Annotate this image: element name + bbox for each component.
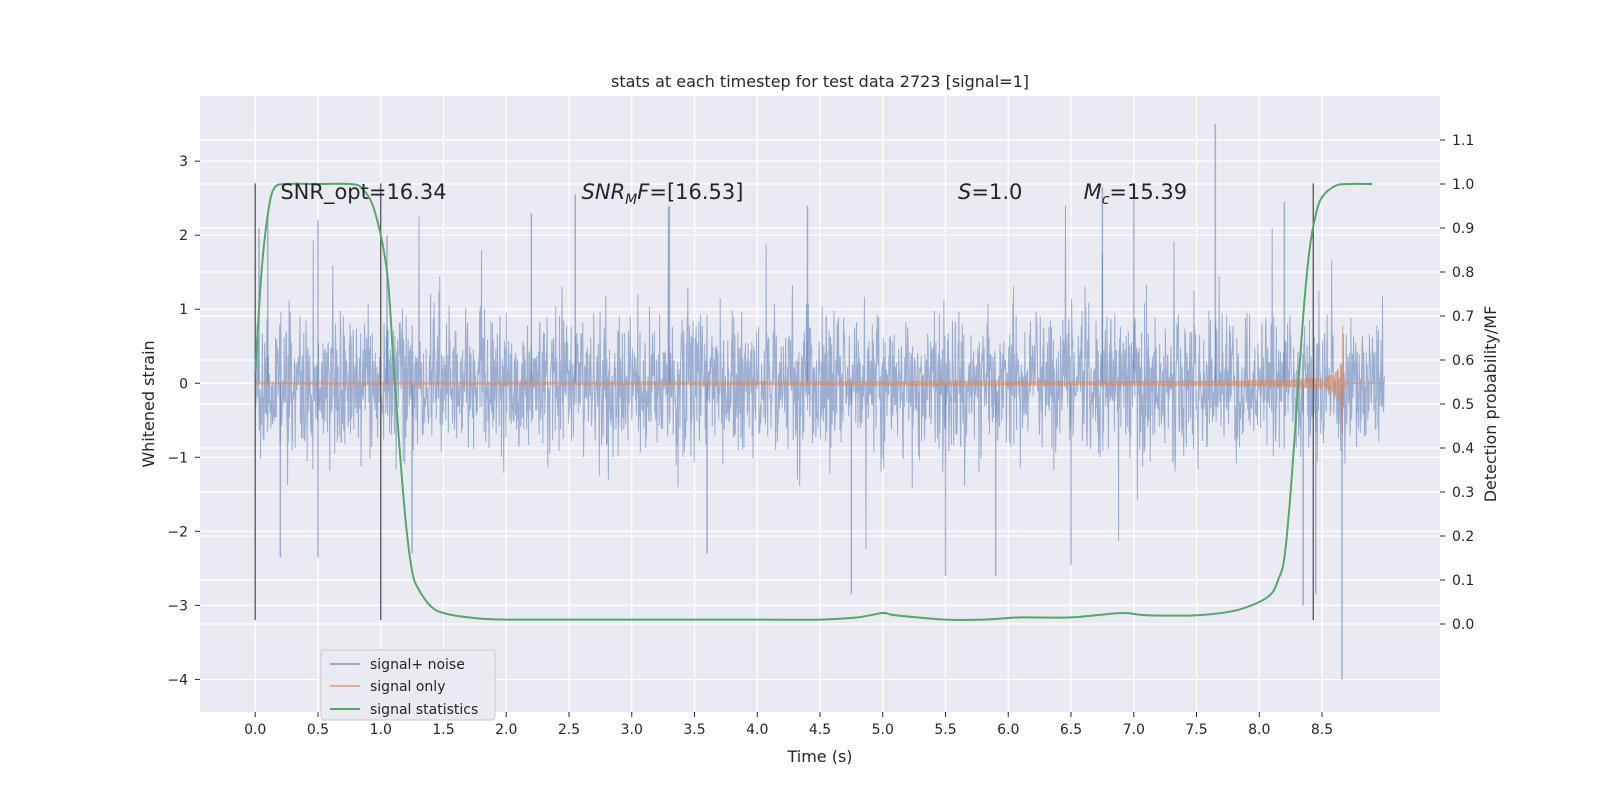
x-axis-label: Time (s) [786,747,852,766]
x-tick-label: 7.0 [1123,722,1145,738]
y-tick-label: 0 [179,376,188,392]
y-tick-label: −1 [167,450,188,466]
y2-axis-label: Detection probability/MF [1481,306,1500,503]
statistics-trace [254,182,1373,622]
noise-trace [254,205,1385,550]
x-tick-label: 4.0 [746,722,768,738]
y-tick-label: −4 [167,672,188,688]
y-axis-left: 3 2 1 0 −1 −2 −3 −4 [167,154,200,688]
annotation-2: S=1.0 [958,180,1022,204]
legend: signal+ noise signal only signal statist… [320,649,496,721]
x-tick-label: 4.5 [809,722,831,738]
plot-area [254,124,1385,680]
x-tick-label: 1.0 [370,722,392,738]
x-tick-label: 3.5 [683,722,705,738]
y-axis-label: Whitened strain [139,340,158,467]
y-tick-label: −2 [167,524,188,540]
chart-title: stats at each timestep for test data 272… [611,72,1029,91]
legend-label-signal-only: signal only [370,679,445,695]
x-tick-label: 2.0 [495,722,517,738]
annotation-3: Mc=15.39 [1084,180,1188,208]
x-tick-label: 6.5 [1060,722,1082,738]
y-tick-label: 1 [179,302,188,318]
y-tick-label: −3 [167,598,188,614]
y2-tick-label: 0.6 [1452,353,1474,369]
y-tick-label: 3 [179,154,188,170]
y2-tick-label: 0.5 [1452,397,1474,413]
x-tick-label: 1.5 [432,722,454,738]
series-signal-only [254,326,1385,436]
y2-tick-label: 0.0 [1452,617,1474,633]
x-tick-label: 5.5 [934,722,956,738]
signal-trace [254,326,1385,436]
x-tick-label: 6.0 [997,722,1019,738]
x-tick-label: 8.5 [1311,722,1333,738]
annotations: SNR_opt=16.34 SNRMF=[16.53] S=1.0 Mc=15.39 [280,180,1187,208]
y2-tick-label: 0.7 [1452,309,1474,325]
y-tick-label: 2 [179,228,188,244]
y-axis-right: 1.1 1.0 0.9 0.8 0.7 0.6 0.5 0.4 0.3 0.2 0.1 0.0 [1440,133,1474,633]
x-tick-label: 8.0 [1248,722,1270,738]
legend-box [320,649,496,721]
y2-tick-label: 0.1 [1452,573,1474,589]
x-tick-label: 2.5 [558,722,580,738]
x-tick-label: 3.0 [621,722,643,738]
annotation-1: SNRMF=[16.53] [582,180,744,208]
series-signal-statistics [254,182,1373,622]
annotation-0: SNR_opt=16.34 [280,180,446,205]
y2-tick-label: 1.0 [1452,177,1474,193]
y2-tick-label: 0.3 [1452,485,1474,501]
marker-lines [254,183,1314,621]
x-tick-label: 0.0 [244,722,266,738]
y2-tick-label: 0.8 [1452,265,1474,281]
legend-label-signal-statistics: signal statistics [370,702,478,718]
x-tick-label: 7.5 [1185,722,1207,738]
y2-tick-label: 1.1 [1452,133,1474,149]
x-axis: 0.0 0.5 1.0 1.5 2.0 2.5 3.0 3.5 4.0 4.5 5.0 5.5 6.0 6… [244,712,1333,738]
x-tick-label: 0.5 [307,722,329,738]
x-tick-label: 5.0 [872,722,894,738]
legend-label-signal-noise: signal+ noise [370,657,465,673]
y2-tick-label: 0.2 [1452,529,1474,545]
y2-tick-label: 0.9 [1452,221,1474,237]
y2-tick-label: 0.4 [1452,441,1474,457]
